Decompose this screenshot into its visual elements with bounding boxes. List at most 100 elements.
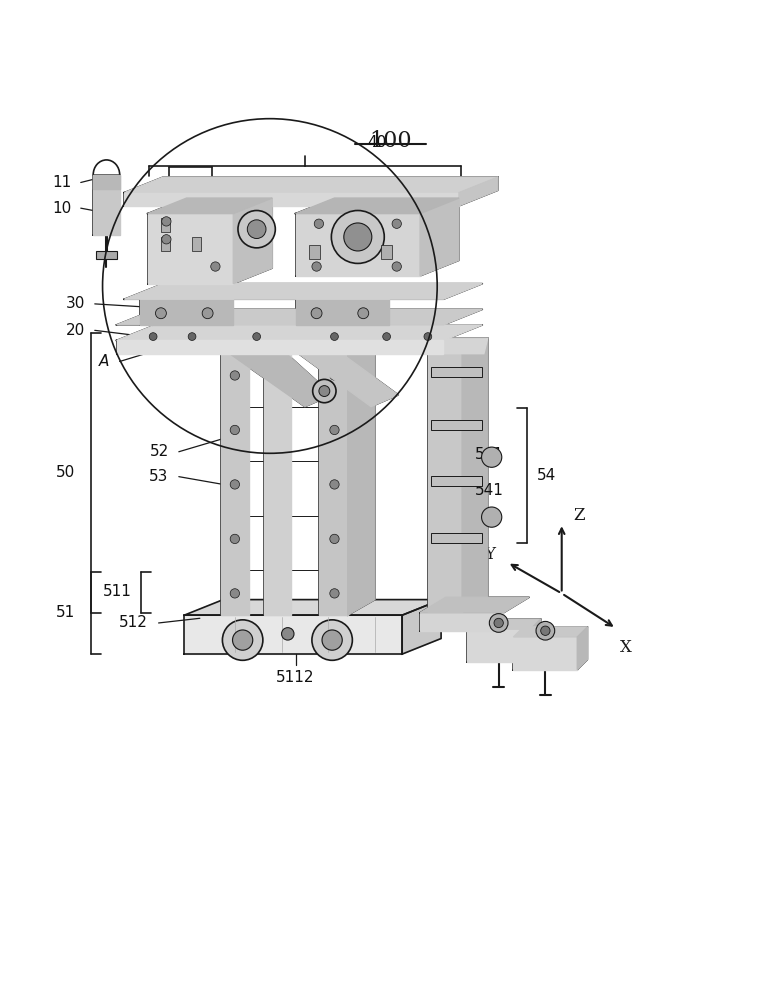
Polygon shape — [184, 615, 402, 654]
Circle shape — [314, 219, 323, 228]
Polygon shape — [140, 299, 234, 325]
Bar — [431, 367, 482, 377]
Circle shape — [312, 379, 336, 403]
Polygon shape — [428, 354, 462, 615]
Polygon shape — [221, 317, 375, 333]
Circle shape — [482, 447, 501, 467]
Circle shape — [536, 621, 555, 640]
Circle shape — [344, 223, 372, 251]
Circle shape — [230, 589, 240, 598]
Polygon shape — [124, 177, 498, 193]
Circle shape — [330, 589, 339, 598]
Bar — [192, 237, 201, 251]
Polygon shape — [295, 198, 459, 214]
Text: 512: 512 — [119, 615, 148, 630]
Circle shape — [330, 480, 339, 489]
Text: 20: 20 — [66, 323, 85, 338]
Circle shape — [312, 262, 321, 271]
Circle shape — [230, 371, 240, 380]
Circle shape — [149, 333, 157, 340]
Bar — [381, 245, 392, 259]
Circle shape — [230, 534, 240, 544]
Polygon shape — [348, 317, 375, 615]
Text: 42: 42 — [348, 227, 367, 242]
Circle shape — [311, 308, 322, 319]
Polygon shape — [221, 333, 249, 615]
Polygon shape — [420, 597, 529, 613]
Bar — [431, 533, 482, 543]
Circle shape — [383, 333, 390, 340]
Circle shape — [424, 333, 432, 340]
Polygon shape — [295, 214, 420, 276]
Polygon shape — [319, 333, 348, 615]
Text: 54: 54 — [537, 468, 556, 483]
Text: Y: Y — [484, 546, 496, 563]
Text: Z: Z — [573, 507, 585, 524]
Text: X: X — [619, 639, 632, 656]
Bar — [308, 245, 319, 259]
Circle shape — [358, 308, 369, 319]
Polygon shape — [148, 198, 273, 214]
Polygon shape — [124, 193, 459, 206]
Polygon shape — [513, 627, 587, 637]
Polygon shape — [116, 340, 444, 354]
Text: 100: 100 — [369, 130, 412, 152]
Polygon shape — [420, 613, 503, 631]
Text: 53: 53 — [149, 469, 169, 484]
Circle shape — [540, 626, 550, 635]
Circle shape — [330, 534, 339, 544]
Text: 541: 541 — [475, 483, 504, 498]
Circle shape — [253, 333, 261, 340]
Circle shape — [230, 425, 240, 435]
Polygon shape — [270, 321, 398, 407]
Circle shape — [331, 211, 384, 263]
Circle shape — [330, 371, 339, 380]
Text: 511: 511 — [103, 584, 132, 599]
Text: 42: 42 — [408, 230, 427, 245]
Circle shape — [330, 333, 338, 340]
Polygon shape — [513, 637, 577, 670]
Text: A: A — [98, 354, 109, 369]
Circle shape — [392, 219, 401, 228]
Circle shape — [202, 308, 213, 319]
Polygon shape — [459, 177, 498, 206]
Text: 40: 40 — [367, 135, 386, 150]
Circle shape — [330, 425, 339, 435]
Circle shape — [223, 620, 263, 660]
Polygon shape — [455, 354, 484, 615]
Text: 41: 41 — [175, 237, 194, 252]
Text: 52: 52 — [149, 444, 169, 459]
Polygon shape — [116, 309, 483, 325]
Text: 10: 10 — [52, 201, 71, 216]
Circle shape — [162, 217, 171, 226]
Circle shape — [322, 630, 342, 650]
Polygon shape — [116, 325, 483, 340]
Bar — [161, 237, 170, 251]
Polygon shape — [200, 321, 332, 407]
Circle shape — [482, 507, 501, 527]
Polygon shape — [462, 338, 488, 600]
Circle shape — [319, 386, 330, 396]
Text: 30: 30 — [66, 296, 85, 311]
Circle shape — [392, 262, 401, 271]
Text: 51: 51 — [56, 605, 75, 620]
Text: 11: 11 — [52, 175, 71, 190]
Bar — [431, 420, 482, 430]
Circle shape — [155, 308, 166, 319]
Text: 541: 541 — [475, 447, 504, 462]
Polygon shape — [124, 284, 483, 299]
Text: 5112: 5112 — [276, 670, 315, 685]
Circle shape — [281, 628, 294, 640]
Polygon shape — [295, 299, 389, 325]
Circle shape — [494, 618, 503, 628]
Polygon shape — [467, 619, 540, 629]
Circle shape — [248, 220, 266, 239]
Circle shape — [312, 620, 352, 660]
Circle shape — [238, 211, 276, 248]
Bar — [431, 476, 482, 486]
Polygon shape — [577, 627, 587, 670]
Circle shape — [211, 262, 220, 271]
Polygon shape — [148, 214, 234, 284]
Polygon shape — [234, 198, 273, 284]
Bar — [161, 218, 170, 232]
